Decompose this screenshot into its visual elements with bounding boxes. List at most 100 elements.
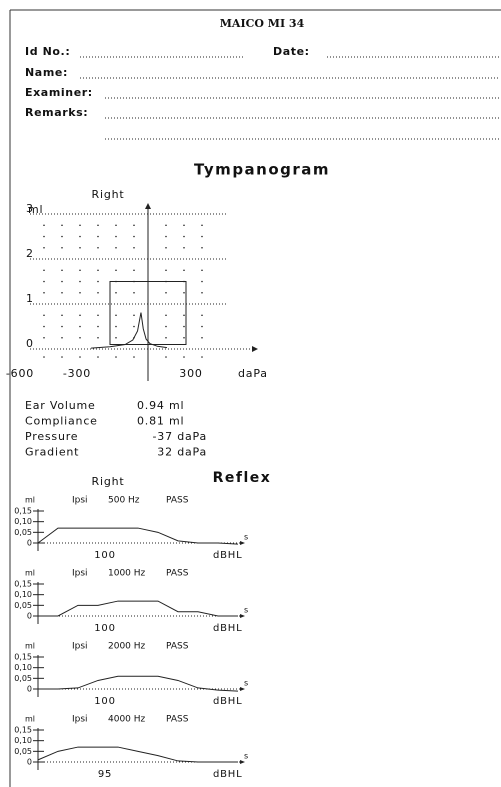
- result: PASS: [166, 715, 189, 725]
- result: PASS: [166, 642, 189, 652]
- grid-dot: [201, 235, 203, 238]
- result-label: Compliance: [25, 415, 98, 428]
- field-label: Id No.:: [25, 45, 70, 58]
- frequency: 500 Hz: [108, 496, 140, 506]
- time-unit: s: [244, 533, 248, 542]
- axis-arrow: [252, 346, 258, 352]
- grid-dot: [183, 235, 185, 238]
- grid-dot: [165, 314, 167, 317]
- grid-dot: [133, 269, 135, 272]
- result-label: Pressure: [25, 430, 78, 443]
- grid-dot: [115, 314, 117, 317]
- grid-dot: [133, 291, 135, 294]
- time-unit: s: [244, 752, 248, 761]
- grid-dot: [201, 291, 203, 294]
- grid-dot: [183, 314, 185, 317]
- grid-dot: [43, 280, 45, 283]
- grid-dot: [183, 246, 185, 249]
- reflex-curve: [38, 600, 238, 617]
- grid-dot: [183, 224, 185, 227]
- grid-dot: [43, 235, 45, 238]
- grid-dot: [201, 246, 203, 249]
- grid-dot: [43, 325, 45, 328]
- y-tick-label: 0,10: [14, 663, 32, 672]
- grid-dot: [165, 336, 167, 339]
- y-tick-label: 0: [27, 612, 32, 621]
- axis-arrow: [240, 614, 245, 618]
- grid-dot: [165, 246, 167, 249]
- grid-dot: [115, 291, 117, 294]
- y-tick-label: 0,10: [14, 517, 32, 526]
- ear-label: Right: [92, 188, 125, 201]
- y-tick-label: 0,15: [14, 507, 32, 516]
- unit: ml: [25, 569, 35, 578]
- grid-dot: [201, 269, 203, 272]
- grid-dot: [61, 224, 63, 227]
- grid-dot: [201, 336, 203, 339]
- field-label: Remarks:: [25, 106, 88, 119]
- grid-dot: [183, 291, 185, 294]
- result-value: 0.94 ml: [137, 399, 184, 412]
- y-tick-label: 3: [26, 202, 34, 215]
- grid-dot: [43, 246, 45, 249]
- unit: ml: [25, 642, 35, 651]
- axis-arrow: [240, 541, 245, 545]
- title: MAICO MI 34: [220, 17, 305, 30]
- y-unit: ml: [28, 203, 43, 216]
- time-unit: s: [244, 606, 248, 615]
- grid-dot: [79, 269, 81, 272]
- grid-dot: [43, 224, 45, 227]
- y-tick-label: 0,05: [14, 747, 32, 756]
- axis-arrow: [240, 687, 245, 691]
- grid-dot: [115, 246, 117, 249]
- grid-dot: [61, 246, 63, 249]
- grid-dot: [61, 336, 63, 339]
- grid-dot: [97, 224, 99, 227]
- grid-dot: [61, 325, 63, 328]
- grid-dot: [115, 356, 117, 358]
- result: PASS: [166, 569, 189, 579]
- grid-dot: [97, 356, 99, 358]
- grid-dot: [165, 224, 167, 227]
- grid-dot: [165, 269, 167, 272]
- grid-dot: [61, 269, 63, 272]
- y-tick-label: 0,10: [14, 590, 32, 599]
- grid-dot: [165, 356, 167, 358]
- y-tick-label: 0: [26, 337, 34, 350]
- frequency: 4000 Hz: [108, 715, 146, 725]
- grid-dot: [79, 291, 81, 294]
- grid-dot: [43, 356, 45, 358]
- x-tick-label: -600: [6, 367, 34, 380]
- mode: Ipsi: [72, 715, 88, 725]
- ear-label: Right: [92, 475, 125, 488]
- level-unit: dBHL: [213, 550, 243, 561]
- y-tick-label: 0: [27, 539, 32, 548]
- grid-dot: [133, 314, 135, 317]
- y-tick-label: 0,10: [14, 736, 32, 745]
- grid-dot: [201, 356, 203, 358]
- frequency: 1000 Hz: [108, 569, 146, 579]
- result-value: -37 daPa: [153, 430, 207, 443]
- result-label: Gradient: [25, 446, 79, 459]
- grid-dot: [115, 269, 117, 272]
- field-label: Examiner:: [25, 86, 93, 99]
- y-tick-label: 0,05: [14, 528, 32, 537]
- y-tick-label: 0,15: [14, 653, 32, 662]
- axis-arrow: [145, 203, 151, 209]
- grid-dot: [201, 325, 203, 328]
- grid-dot: [97, 336, 99, 339]
- result-label: Ear Volume: [25, 399, 96, 412]
- grid-dot: [183, 336, 185, 339]
- y-tick-label: 0,05: [14, 601, 32, 610]
- level: 100: [94, 623, 116, 634]
- unit: ml: [25, 715, 35, 724]
- grid-dot: [61, 235, 63, 238]
- axis-arrow: [240, 760, 245, 764]
- field-label: Date:: [273, 45, 310, 58]
- grid-dot: [115, 325, 117, 328]
- y-tick-label: 0,15: [14, 580, 32, 589]
- grid-dot: [97, 291, 99, 294]
- grid-dot: [97, 280, 99, 283]
